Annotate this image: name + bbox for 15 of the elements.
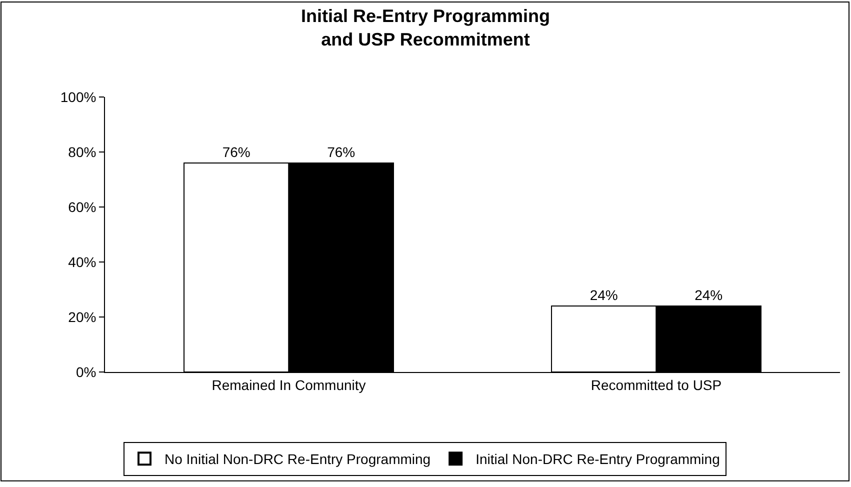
x-tick-label: Recommitted to USP: [590, 376, 722, 393]
y-tick-label: 40%: [68, 254, 96, 270]
y-tick-label: 60%: [68, 198, 96, 215]
y-tick-label: 80%: [68, 144, 96, 160]
data-label: 24%: [590, 287, 618, 303]
y-tick-label: 100%: [60, 88, 96, 105]
data-label: 76%: [222, 144, 250, 160]
legend-label: No Initial Non-DRC Re-Entry Programming: [164, 451, 431, 468]
legend-label: Initial Non-DRC Re-Entry Programming: [476, 451, 720, 468]
data-label: 24%: [694, 287, 723, 303]
data-label: 76%: [327, 144, 356, 160]
x-tick-label: Remained In Community: [212, 376, 366, 393]
chart-title: Initial Re-Entry Programming and USP Recommitment: [300, 6, 550, 50]
y-tick-label: 20%: [68, 308, 96, 325]
y-tick-label: 0%: [76, 364, 96, 380]
